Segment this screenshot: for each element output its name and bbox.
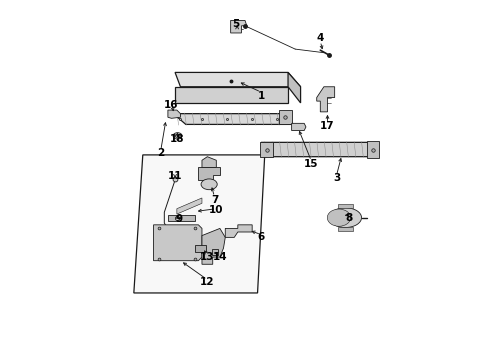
Text: 4: 4 [317,33,324,43]
Ellipse shape [175,134,180,138]
Polygon shape [288,72,300,103]
Ellipse shape [201,179,217,190]
Polygon shape [202,157,216,167]
Ellipse shape [327,209,351,226]
Text: 5: 5 [232,19,240,29]
Ellipse shape [329,208,362,228]
Polygon shape [175,72,300,87]
Polygon shape [202,228,225,264]
Text: 16: 16 [164,100,179,110]
Polygon shape [261,142,378,157]
Polygon shape [168,110,180,118]
Polygon shape [231,21,247,33]
Polygon shape [175,87,288,103]
Polygon shape [134,155,265,293]
Polygon shape [153,225,202,261]
Text: 14: 14 [213,252,227,262]
Text: 3: 3 [333,173,340,183]
Polygon shape [198,167,220,180]
Polygon shape [338,227,353,231]
Polygon shape [177,198,202,214]
Text: 18: 18 [170,134,184,144]
Text: 1: 1 [258,91,265,101]
Text: 9: 9 [175,215,182,224]
Polygon shape [260,141,273,157]
Polygon shape [168,215,195,221]
Text: 15: 15 [304,159,319,169]
Text: 8: 8 [345,213,353,222]
Ellipse shape [173,133,182,139]
Polygon shape [292,123,306,131]
Polygon shape [173,114,294,125]
Polygon shape [317,87,335,112]
Text: 17: 17 [320,121,335,131]
Polygon shape [225,225,252,237]
Text: 6: 6 [258,232,265,242]
Text: 2: 2 [157,148,164,158]
Text: 11: 11 [168,171,182,181]
Polygon shape [279,110,292,125]
Text: 7: 7 [211,195,218,205]
Polygon shape [367,141,379,158]
Text: 12: 12 [200,277,215,287]
Polygon shape [338,204,353,208]
Text: 13: 13 [200,252,215,262]
Text: 10: 10 [209,206,223,216]
Polygon shape [195,244,205,252]
